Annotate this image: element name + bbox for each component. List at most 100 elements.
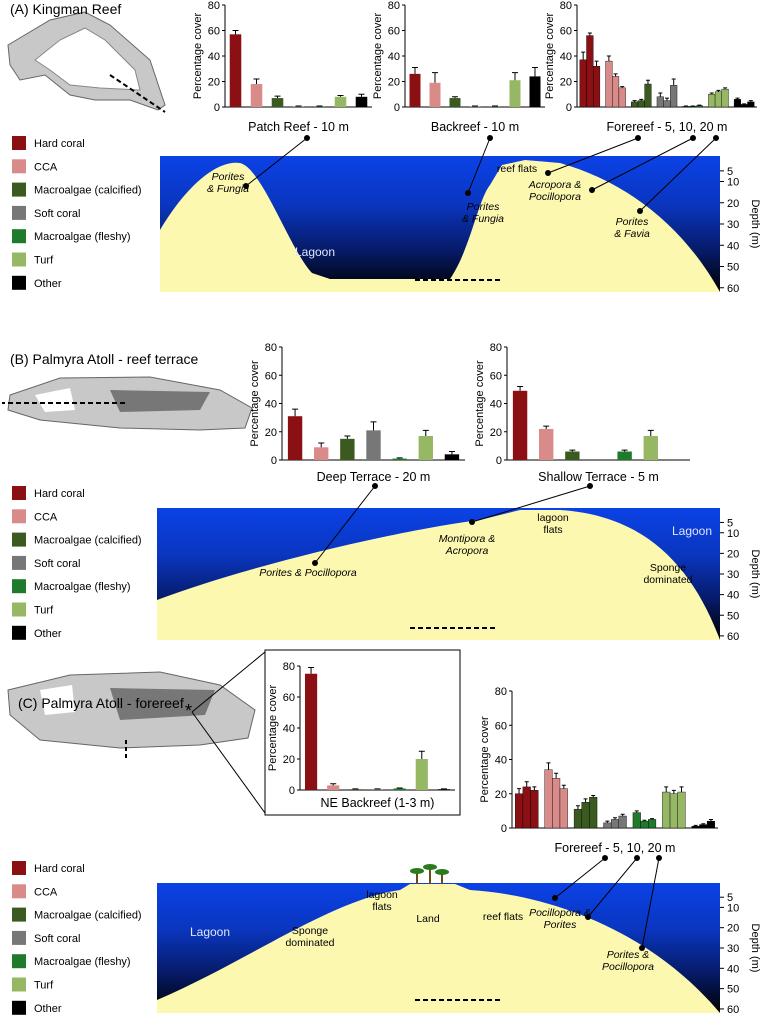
y-tick-label: 0 <box>289 785 295 797</box>
error-bar <box>607 56 611 61</box>
annotation: lagoon <box>537 512 569 524</box>
bar <box>657 97 664 107</box>
y-tick-label: 20 <box>265 427 277 439</box>
bar <box>708 94 715 107</box>
annotation: Acropora & <box>528 179 582 191</box>
error-bar <box>371 422 377 430</box>
error-bar <box>512 73 518 81</box>
y-tick-label: 20 <box>208 77 220 89</box>
y-tick-label: 80 <box>388 0 400 12</box>
bar <box>593 66 600 107</box>
error-bar <box>397 458 403 459</box>
y-tick-label: 80 <box>490 342 502 354</box>
legend-swatch <box>12 206 26 220</box>
chart-title: Backreef - 10 m <box>431 120 519 134</box>
y-tick-label: 0 <box>496 455 502 467</box>
error-bar <box>423 430 429 436</box>
bar <box>305 674 317 790</box>
annotation: dominated <box>643 574 692 586</box>
annotation: flats <box>372 901 391 913</box>
y-tick-label: 20 <box>283 754 295 766</box>
error-bar <box>532 67 538 76</box>
bar <box>638 101 645 107</box>
chart-title: Patch Reef - 10 m <box>248 120 349 134</box>
annotation: & Fungia <box>462 213 504 225</box>
y-axis-label: Percentage cover <box>372 13 384 100</box>
y-tick-label: 60 <box>388 26 400 38</box>
bar <box>631 102 638 107</box>
bar <box>560 789 568 828</box>
y-tick-label: 20 <box>490 427 502 439</box>
error-bar <box>672 79 676 85</box>
bar <box>722 89 729 107</box>
y-tick-label: 40 <box>283 723 295 735</box>
error-bar <box>254 79 260 84</box>
legend-label: Macroalgae (calcified) <box>34 535 142 547</box>
y-tick-label: 80 <box>560 0 572 12</box>
depth-tick-label: 10 <box>727 902 739 914</box>
legend-swatch <box>12 253 26 267</box>
legend-label: Soft coral <box>34 933 80 945</box>
bar <box>288 416 302 460</box>
chart-title: Forereef - 5, 10, 20 m <box>555 841 676 855</box>
annotation: Porites <box>467 201 500 213</box>
bar <box>513 391 527 460</box>
bar <box>394 788 406 790</box>
error-bar <box>664 787 668 792</box>
bar <box>747 102 754 107</box>
callout-dot <box>602 855 608 861</box>
bar <box>340 439 354 460</box>
legend-swatch <box>12 556 26 570</box>
y-tick-label: 0 <box>271 455 277 467</box>
legend-label: Turf <box>34 255 54 267</box>
callout-dot <box>639 945 645 951</box>
annotation: Pocillopora <box>529 191 581 203</box>
bar <box>314 447 328 460</box>
annotation: Porites & Pocillopora <box>259 567 357 579</box>
error-bar <box>546 763 550 770</box>
y-tick-label: 80 <box>283 661 295 673</box>
error-bar <box>525 782 529 787</box>
bar <box>678 792 686 828</box>
error-bar <box>330 784 336 786</box>
error-bar <box>338 96 344 97</box>
chart-title: Deep Terrace - 20 m <box>317 470 431 484</box>
bar <box>392 459 406 460</box>
error-bar <box>581 52 585 60</box>
error-bar <box>584 799 588 802</box>
y-tick-label: 40 <box>388 51 400 63</box>
callout-dot <box>552 895 558 901</box>
error-bar <box>275 96 281 98</box>
y-tick-label: 60 <box>495 720 507 732</box>
legend-label: Other <box>34 628 62 640</box>
bar <box>617 452 631 460</box>
bar <box>450 98 461 107</box>
chart-title: Shallow Terrace - 5 m <box>538 470 659 484</box>
legend-label: Soft coral <box>34 558 80 570</box>
error-bar <box>517 387 523 391</box>
panel-title: (A) Kingman Reef <box>10 1 121 17</box>
depth-tick-label: 30 <box>727 219 739 231</box>
legend-swatch <box>12 1001 26 1015</box>
bar <box>510 80 521 107</box>
y-tick-label: 80 <box>495 686 507 698</box>
bar <box>335 97 347 107</box>
panel-title: (C) Palmyra Atoll - forereef <box>18 695 184 711</box>
y-axis-label: Percentage cover <box>192 13 204 100</box>
callout-dot <box>243 183 249 189</box>
depth-label: Depth (m) <box>749 200 761 249</box>
y-tick-label: 40 <box>560 51 572 63</box>
callout-dot <box>589 187 595 193</box>
y-tick-label: 80 <box>265 342 277 354</box>
error-bar <box>432 73 438 83</box>
legend-label: Macroalgae (calcified) <box>34 910 142 922</box>
y-axis-label: Percentage cover <box>267 685 279 772</box>
error-bar <box>658 93 662 97</box>
annotation: Porites <box>212 171 245 183</box>
legend-label: CCA <box>34 886 58 898</box>
y-axis-label: Percentage cover <box>474 360 486 447</box>
error-bar <box>576 806 580 809</box>
error-bar <box>452 97 458 98</box>
bar <box>641 821 649 828</box>
bar <box>230 34 242 107</box>
